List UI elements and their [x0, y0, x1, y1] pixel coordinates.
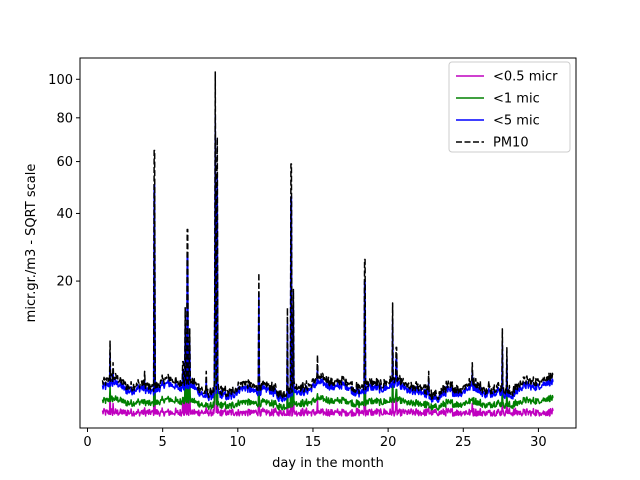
legend-entry-label: <1 mic — [493, 92, 540, 107]
y-tick-label: 60 — [56, 155, 73, 170]
y-tick-label: 100 — [48, 73, 73, 88]
x-tick-label: 0 — [83, 435, 91, 450]
x-tick-label: 5 — [159, 435, 167, 450]
y-axis-ticks: 20 40 60 80 100 — [48, 73, 80, 290]
series-layer — [101, 71, 554, 417]
series-line-3 — [101, 71, 554, 400]
x-tick-label: 30 — [530, 435, 547, 450]
y-tick-label: 40 — [56, 207, 73, 222]
x-axis-ticks: 0 5 10 15 20 25 30 — [83, 428, 547, 450]
y-axis-label: micr.gr./m3 - SQRT scale — [24, 164, 39, 323]
legend-box — [448, 61, 571, 153]
series-line-1 — [101, 232, 554, 411]
series-line-0 — [101, 257, 554, 417]
plot-frame — [79, 57, 577, 429]
legend-entry-label: PM10 — [493, 136, 529, 151]
x-axis-label: day in the month — [272, 456, 384, 471]
legend-entry-label: <0.5 micr — [493, 70, 558, 85]
y-tick-label: 20 — [56, 275, 73, 290]
x-tick-label: 15 — [305, 435, 322, 450]
x-tick-label: 10 — [230, 435, 247, 450]
y-tick-label: 80 — [56, 111, 73, 126]
legend-entry-label: <5 mic — [493, 114, 540, 129]
x-tick-label: 25 — [455, 435, 472, 450]
x-tick-label: 20 — [380, 435, 397, 450]
legend: <0.5 micr <1 mic <5 mic PM10 — [448, 61, 571, 153]
